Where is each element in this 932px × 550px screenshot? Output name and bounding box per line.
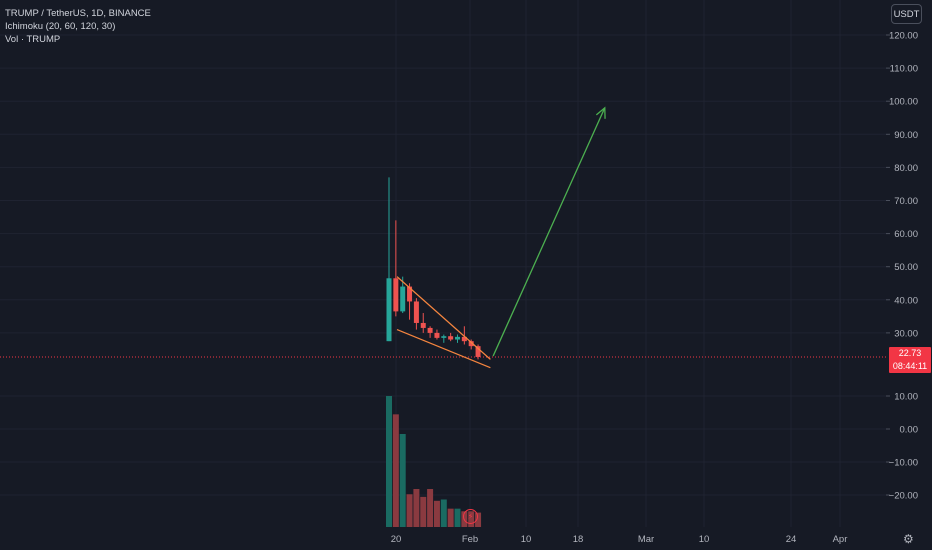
chart-legend: TRUMP / TetherUS, 1D, BINANCE Ichimoku (… [5, 7, 151, 46]
price-tick-label: 80.00 [894, 163, 918, 174]
candle-body [461, 336, 467, 342]
candle-body [434, 332, 440, 338]
currency-button[interactable]: USDT [891, 4, 922, 24]
candlesticks [386, 177, 481, 360]
candle-body [420, 322, 426, 328]
target-arrow-line [492, 107, 606, 357]
candle-body [427, 327, 433, 333]
lightning-icon[interactable]: ⚡ [463, 509, 478, 524]
volume-bar [454, 508, 461, 527]
candle-body [413, 301, 419, 323]
volume-bar [427, 489, 434, 527]
time-axis: 20 Feb 10 18 Mar 10 24 Apr [391, 534, 848, 545]
candle-body [468, 341, 474, 347]
price-tick-label: 120.00 [889, 31, 918, 42]
volume-bar [447, 508, 454, 527]
volume-label[interactable]: Vol · TRUMP [5, 34, 61, 45]
candle-body [448, 336, 454, 340]
candle-body [393, 278, 399, 312]
target-arrow-head [595, 106, 606, 119]
time-tick-label: 10 [521, 534, 532, 545]
volume-bar [420, 496, 427, 527]
time-tick-label: Feb [462, 534, 478, 545]
candle-body [400, 286, 406, 312]
candle-body [386, 278, 392, 342]
lightning-glyph: ⚡ [467, 511, 474, 521]
price-tick-label: 60.00 [894, 229, 918, 240]
indicator-label[interactable]: Ichimoku (20, 60, 120, 30) [5, 21, 116, 32]
time-tick-label: Apr [833, 534, 848, 545]
candle-body [407, 286, 413, 302]
current-price-tag: 22.73 08:44:11 [889, 347, 931, 373]
volume-bar [440, 499, 447, 527]
time-tick-label: 20 [391, 534, 402, 545]
volume-bar [386, 396, 392, 527]
volume-bar [406, 494, 413, 527]
symbol-title[interactable]: TRUMP / TetherUS, 1D, BINANCE [5, 8, 151, 19]
price-tick-label: 40.00 [894, 295, 918, 306]
volume-bar [392, 414, 399, 527]
price-tick-label: −20.00 [889, 491, 918, 502]
current-price-value: 22.73 [898, 348, 922, 358]
price-tick-label: 30.00 [894, 328, 918, 339]
gear-icon[interactable]: ⚙ [903, 532, 914, 546]
price-axis: 120.00 110.00 100.00 90.00 80.00 70.00 60.00 50… [886, 31, 918, 502]
price-tick-label: 50.00 [894, 262, 918, 273]
time-tick-label: 18 [573, 534, 584, 545]
volume-bar [475, 512, 482, 527]
drawing-tools [0, 106, 886, 369]
time-tick-label: 10 [699, 534, 710, 545]
time-tick-label: 24 [786, 534, 797, 545]
price-tick-label: 0.00 [900, 425, 919, 436]
wedge-lower-line [396, 329, 491, 369]
price-tick-label: 110.00 [890, 64, 918, 75]
volume-bar [399, 433, 406, 527]
price-tick-label: 90.00 [894, 130, 918, 141]
price-tick-label: −10.00 [889, 458, 918, 469]
price-tick-label: 100.00 [889, 97, 918, 108]
price-tick-label: 70.00 [894, 196, 918, 207]
chart-grid [0, 0, 886, 527]
volume-bar [413, 489, 420, 527]
price-tick-label: 10.00 [894, 392, 918, 403]
bar-countdown: 08:44:11 [892, 361, 928, 371]
wedge-upper-line [396, 276, 491, 360]
volume-bar [433, 500, 440, 527]
candle-body [455, 336, 460, 340]
time-tick-label: Mar [638, 534, 654, 545]
candle-body [441, 336, 447, 338]
candle-body [475, 346, 481, 357]
